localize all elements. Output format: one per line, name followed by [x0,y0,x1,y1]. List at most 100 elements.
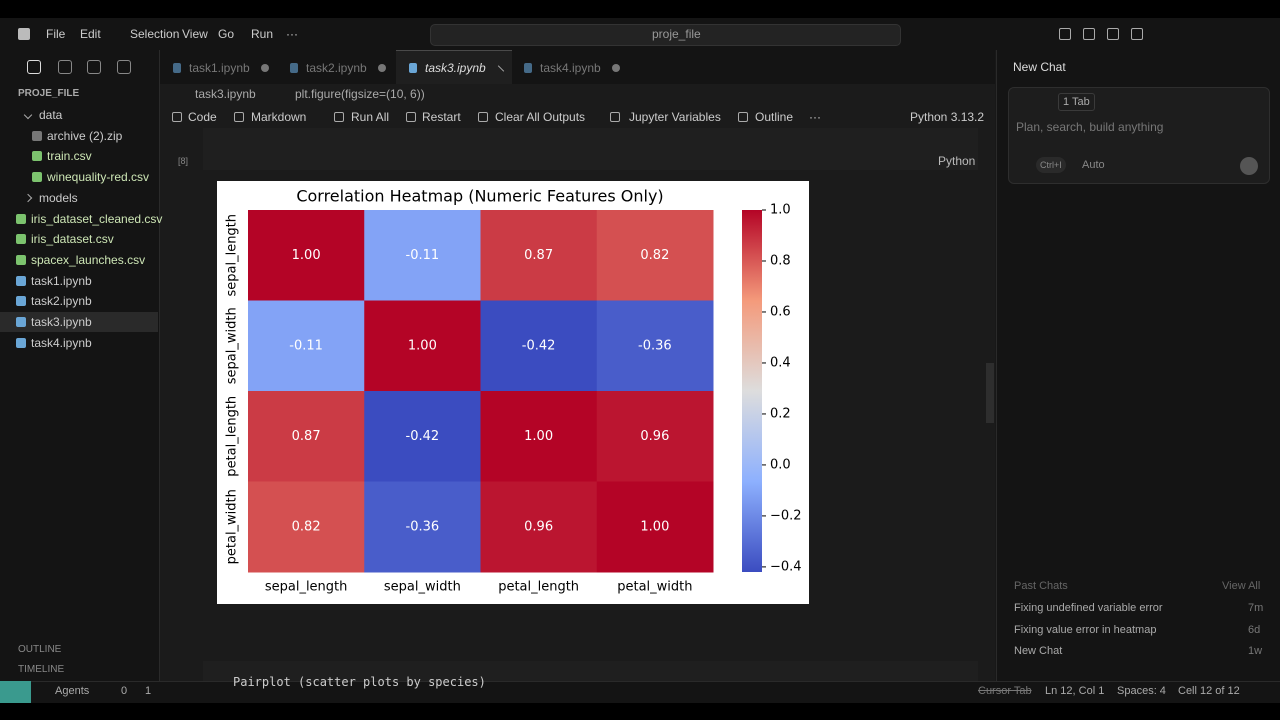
cell-label: 0.87 [524,248,553,263]
toolbar-button[interactable]: Clear All Outputs [495,110,586,124]
timeline-section[interactable]: TIMELINE [18,664,65,675]
toolbar-icon [172,112,182,122]
menu-item[interactable]: Selection [130,27,180,41]
figure: Correlation Heatmap (Numeric Features On… [217,181,809,604]
heatmap-cell [480,300,598,392]
status-bar [0,681,1280,703]
outline-section[interactable]: OUTLINE [18,644,62,655]
heatmap-chart: Correlation Heatmap (Numeric Features On… [225,187,802,595]
activity-icon [27,60,41,74]
model-pill[interactable]: Ctrl+I [1036,157,1066,173]
explorer-item[interactable]: task2.ipynb [31,294,92,309]
colorbar-tick-label: 1.0 [770,203,791,218]
toolbar-button[interactable]: Restart [422,110,461,124]
cell-indicator[interactable]: Cell 12 of 12 [1178,685,1240,697]
explorer-item[interactable]: data [39,108,63,122]
mode-picker[interactable]: Auto [1082,159,1105,171]
file-icon [16,337,26,348]
tab-icon [409,63,417,73]
heatmap-cell [364,391,481,482]
cell-label: 0.96 [524,519,553,534]
toolbar-button[interactable]: Jupyter Variables [629,110,721,124]
colorbar-tick-label: 0.6 [770,304,791,319]
menu-item[interactable]: View [182,27,208,41]
explorer-item[interactable]: task3.ipynb [31,315,92,329]
view-all-link[interactable]: View All [1222,580,1261,592]
agents-button[interactable]: Agents [55,685,90,697]
heatmap-cell [364,210,481,301]
toolbar-button[interactable]: Outline [755,110,794,124]
explorer-item[interactable]: models [39,190,78,205]
past-chat-title[interactable]: Fixing undefined variable error [1014,602,1163,614]
past-chat-title[interactable]: Fixing value error in heatmap [1014,623,1157,636]
file-icon [16,234,26,245]
cursor-tab[interactable]: Cursor Tab [978,685,1032,697]
menu-item[interactable]: Edit [80,27,101,41]
chat-placeholder: Plan, search, build anything [1016,120,1164,134]
toolbar-icon [334,112,344,122]
chart-title: Correlation Heatmap (Numeric Features On… [296,187,663,206]
explorer-item[interactable]: iris_dataset.csv [31,232,114,247]
remote-button[interactable] [0,681,31,703]
chat-title[interactable]: New Chat [1013,60,1066,74]
explorer-item[interactable]: train.csv [47,149,92,164]
toolbar-icon [478,112,488,122]
explorer-item[interactable]: task4.ipynb [31,335,92,350]
explorer-item[interactable]: iris_dataset_cleaned.csv [31,211,163,226]
menu-item[interactable]: Run [251,27,274,41]
tab-label[interactable]: task4.ipynb [540,61,601,75]
heatmap-cell [596,300,714,392]
colorbar-tick-label: −0.2 [770,508,802,523]
breadcrumb-file[interactable]: task3.ipynb [195,87,256,101]
x-tick-label: sepal_width [384,580,461,595]
tab-label[interactable]: task1.ipynb [189,61,250,75]
x-tick-label: petal_width [617,580,692,595]
menu-item[interactable]: File [46,27,66,41]
breadcrumb-symbol[interactable]: plt.figure(figsize=(10, 6)) [295,87,425,101]
toolbar-button[interactable]: ··· [809,110,821,124]
menu-item[interactable]: Go [218,27,235,41]
toolbar-button[interactable]: Code [188,110,217,124]
toolbar-button[interactable]: Run All [351,110,390,124]
context-pill[interactable]: 1 Tab [1058,93,1095,111]
tab-label[interactable]: task3.ipynb [425,61,486,75]
scrollbar [986,363,994,423]
indentation[interactable]: Spaces: 4 [1117,685,1166,697]
toolbar-icon [738,112,748,122]
past-chat-title[interactable]: New Chat [1014,645,1063,657]
colorbar [742,210,762,572]
send-button[interactable] [1240,157,1258,175]
tab-dirty-dot [378,64,386,72]
heatmap-cell [248,210,365,301]
explorer-root: PROJE_FILE [18,88,80,99]
toolbar-icon [406,112,416,122]
heatmap-cell [596,481,714,573]
toolbar-button[interactable]: Markdown [251,110,307,124]
explorer-item[interactable]: task1.ipynb [31,273,92,288]
app-window: Correlation Heatmap (Numeric Features On… [0,18,1280,703]
warning-count[interactable]: 1 [145,685,152,697]
activity-icon [117,60,131,74]
colorbar-tick-label: −0.4 [770,559,802,574]
file-icon [16,296,26,307]
error-count[interactable]: 0 [121,685,128,697]
search-box[interactable] [430,24,901,46]
activity-icon [87,60,101,74]
past-chat-age: 7m [1248,602,1264,614]
tab-icon [524,63,532,73]
explorer-item[interactable]: winequality-red.csv [47,170,150,185]
cursor-position[interactable]: Ln 12, Col 1 [1045,685,1105,697]
file-icon [32,151,42,162]
tab-label[interactable]: task2.ipynb [306,61,367,75]
heatmap-cell [364,300,481,392]
cell-label: -0.11 [406,248,440,263]
next-cell-text: Pairplot (scatter plots by species) [233,675,486,689]
explorer-item[interactable]: archive (2).zip [47,128,123,143]
menu-item[interactable]: ··· [286,27,298,41]
code-cell[interactable] [203,128,978,170]
cell-label: 1.00 [292,248,321,263]
heatmap-cell [480,210,598,301]
explorer-item[interactable]: spacex_launches.csv [31,252,146,267]
tab-dirty-dot [612,64,620,72]
kernel-picker[interactable]: Python 3.13.2 [910,110,985,124]
